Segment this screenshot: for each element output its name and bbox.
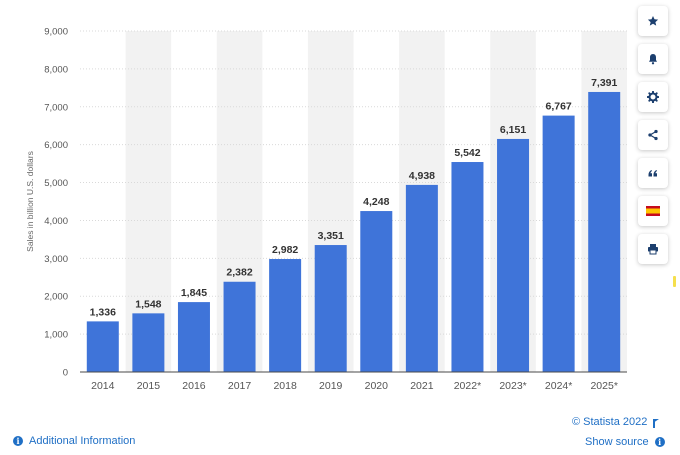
additional-information-link[interactable]: i Additional Information — [13, 435, 135, 447]
bar-value-label: 4,938 — [409, 170, 435, 182]
x-tick-label: 2015 — [137, 380, 161, 392]
y-tick-label: 9,000 — [44, 27, 68, 38]
share-button[interactable] — [638, 120, 668, 150]
bar-value-label: 2,382 — [226, 267, 252, 279]
y-tick-label: 0 — [63, 368, 68, 379]
cite-button[interactable] — [638, 158, 668, 188]
x-tick-label: 2022* — [454, 380, 481, 392]
statista-copyright-link[interactable]: © Statista 2022 — [572, 416, 660, 428]
bar[interactable] — [223, 281, 256, 372]
bar-value-label: 4,248 — [363, 196, 389, 208]
y-tick-label: 6,000 — [44, 140, 68, 151]
bar-chart: 1,336 1,548 1,845 2,382 2,982 3,351 4,248 4,938… — [25, 27, 627, 392]
x-tick-label: 2023* — [499, 380, 526, 392]
y-tick-label: 5,000 — [44, 178, 68, 189]
printer-icon — [648, 244, 658, 255]
bar[interactable] — [269, 259, 302, 372]
bar[interactable] — [86, 321, 119, 372]
bar[interactable] — [405, 184, 438, 372]
bar[interactable] — [177, 302, 210, 372]
bars — [86, 91, 621, 372]
bar[interactable] — [497, 138, 530, 372]
bar-value-label: 6,767 — [545, 101, 571, 113]
show-source-text: Show source — [585, 436, 649, 448]
x-tick-label: 2019 — [319, 380, 343, 392]
star-icon — [647, 16, 659, 26]
share-icon — [648, 129, 658, 141]
y-tick-labels: 0 1,000 2,000 3,000 4,000 5,000 6,000 7,000 8,00… — [44, 27, 68, 379]
bar-value-label: 3,351 — [318, 230, 344, 242]
flag-icon — [653, 419, 660, 428]
gridlines — [80, 30, 627, 335]
x-tick-label: 2014 — [91, 380, 115, 392]
quote-icon — [648, 170, 657, 177]
y-tick-label: 3,000 — [44, 254, 68, 265]
x-tick-label: 2016 — [182, 380, 206, 392]
y-tick-label: 1,000 — [44, 330, 68, 341]
gear-icon — [647, 91, 659, 103]
bar-value-label: 2,982 — [272, 244, 298, 256]
value-labels: 1,336 1,548 1,845 2,382 2,982 3,351 4,248 4,938… — [90, 77, 618, 318]
bar-value-label: 1,336 — [90, 306, 116, 318]
bar[interactable] — [314, 245, 347, 372]
favorite-button[interactable] — [638, 6, 668, 36]
scroll-indicator — [673, 276, 676, 287]
x-tick-label: 2021 — [410, 380, 434, 392]
y-tick-label: 4,000 — [44, 216, 68, 227]
y-tick-label: 7,000 — [44, 102, 68, 113]
bar[interactable] — [542, 115, 575, 372]
additional-information-text: Additional Information — [29, 435, 136, 447]
info-icon: i — [654, 437, 665, 447]
bar[interactable] — [451, 162, 484, 372]
bar-value-label: 1,548 — [135, 298, 161, 310]
y-tick-label: 8,000 — [44, 64, 68, 75]
bell-icon — [649, 54, 657, 65]
y-tick-label: 2,000 — [44, 292, 68, 303]
bar[interactable] — [588, 91, 621, 372]
bar[interactable] — [132, 313, 165, 372]
settings-button[interactable] — [638, 82, 668, 112]
notification-button[interactable] — [638, 44, 668, 74]
x-tick-label: 2020 — [365, 380, 389, 392]
spain-flag-icon — [646, 206, 660, 216]
show-source-link[interactable]: Show source i — [585, 436, 665, 448]
print-button[interactable] — [638, 234, 668, 264]
info-icon: i — [13, 436, 23, 446]
x-tick-labels: 2014 2015 2016 2017 2018 2019 2020 2021 2022* 202… — [91, 380, 618, 392]
x-tick-label: 2025* — [590, 380, 617, 392]
x-tick-label: 2024* — [545, 380, 572, 392]
y-axis-label: Sales in billion U.S. dollars — [25, 151, 35, 252]
bar[interactable] — [360, 211, 393, 372]
copyright-text: © Statista 2022 — [572, 416, 648, 428]
language-button[interactable] — [638, 196, 668, 226]
bar-value-label: 1,845 — [181, 287, 207, 299]
bar-value-label: 7,391 — [591, 77, 617, 89]
x-tick-label: 2017 — [228, 380, 252, 392]
bar-value-label: 5,542 — [454, 147, 480, 159]
bar-value-label: 6,151 — [500, 124, 526, 136]
x-tick-label: 2018 — [273, 380, 297, 392]
